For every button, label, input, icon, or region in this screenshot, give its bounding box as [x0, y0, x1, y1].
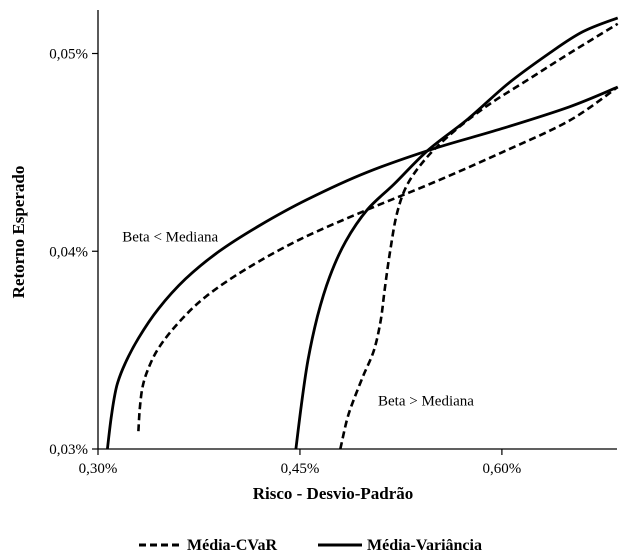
- series-line-1: [339, 22, 619, 449]
- legend-label-cvar: Média-CVaR: [187, 537, 278, 554]
- y-tick-label: 0,03%: [49, 442, 88, 458]
- x-tick-label: 0,60%: [483, 461, 522, 477]
- ticks: 0,30% 0,45% 0,60% 0,03% 0,04% 0,05%: [49, 47, 521, 477]
- x-tick-label: 0,30%: [79, 461, 118, 477]
- annotation-beta-lower: Beta < Mediana: [122, 229, 218, 245]
- legend-label-variancia: Média-Variância: [367, 537, 482, 554]
- annotation-beta-upper: Beta > Mediana: [378, 393, 474, 409]
- x-axis-title: Risco - Desvio-Padrão: [253, 484, 414, 503]
- plot-lines: [106, 16, 619, 449]
- y-axis-title: Retorno Esperado: [9, 166, 28, 299]
- series-line-0: [137, 86, 619, 432]
- series-line-2: [106, 85, 619, 449]
- x-tick-label: 0,45%: [281, 461, 320, 477]
- y-tick-label: 0,05%: [49, 47, 88, 63]
- series-line-3: [294, 16, 619, 449]
- axes: [97, 10, 617, 450]
- legend: Média-CVaR Média-Variância: [139, 537, 482, 554]
- y-tick-label: 0,04%: [49, 244, 88, 260]
